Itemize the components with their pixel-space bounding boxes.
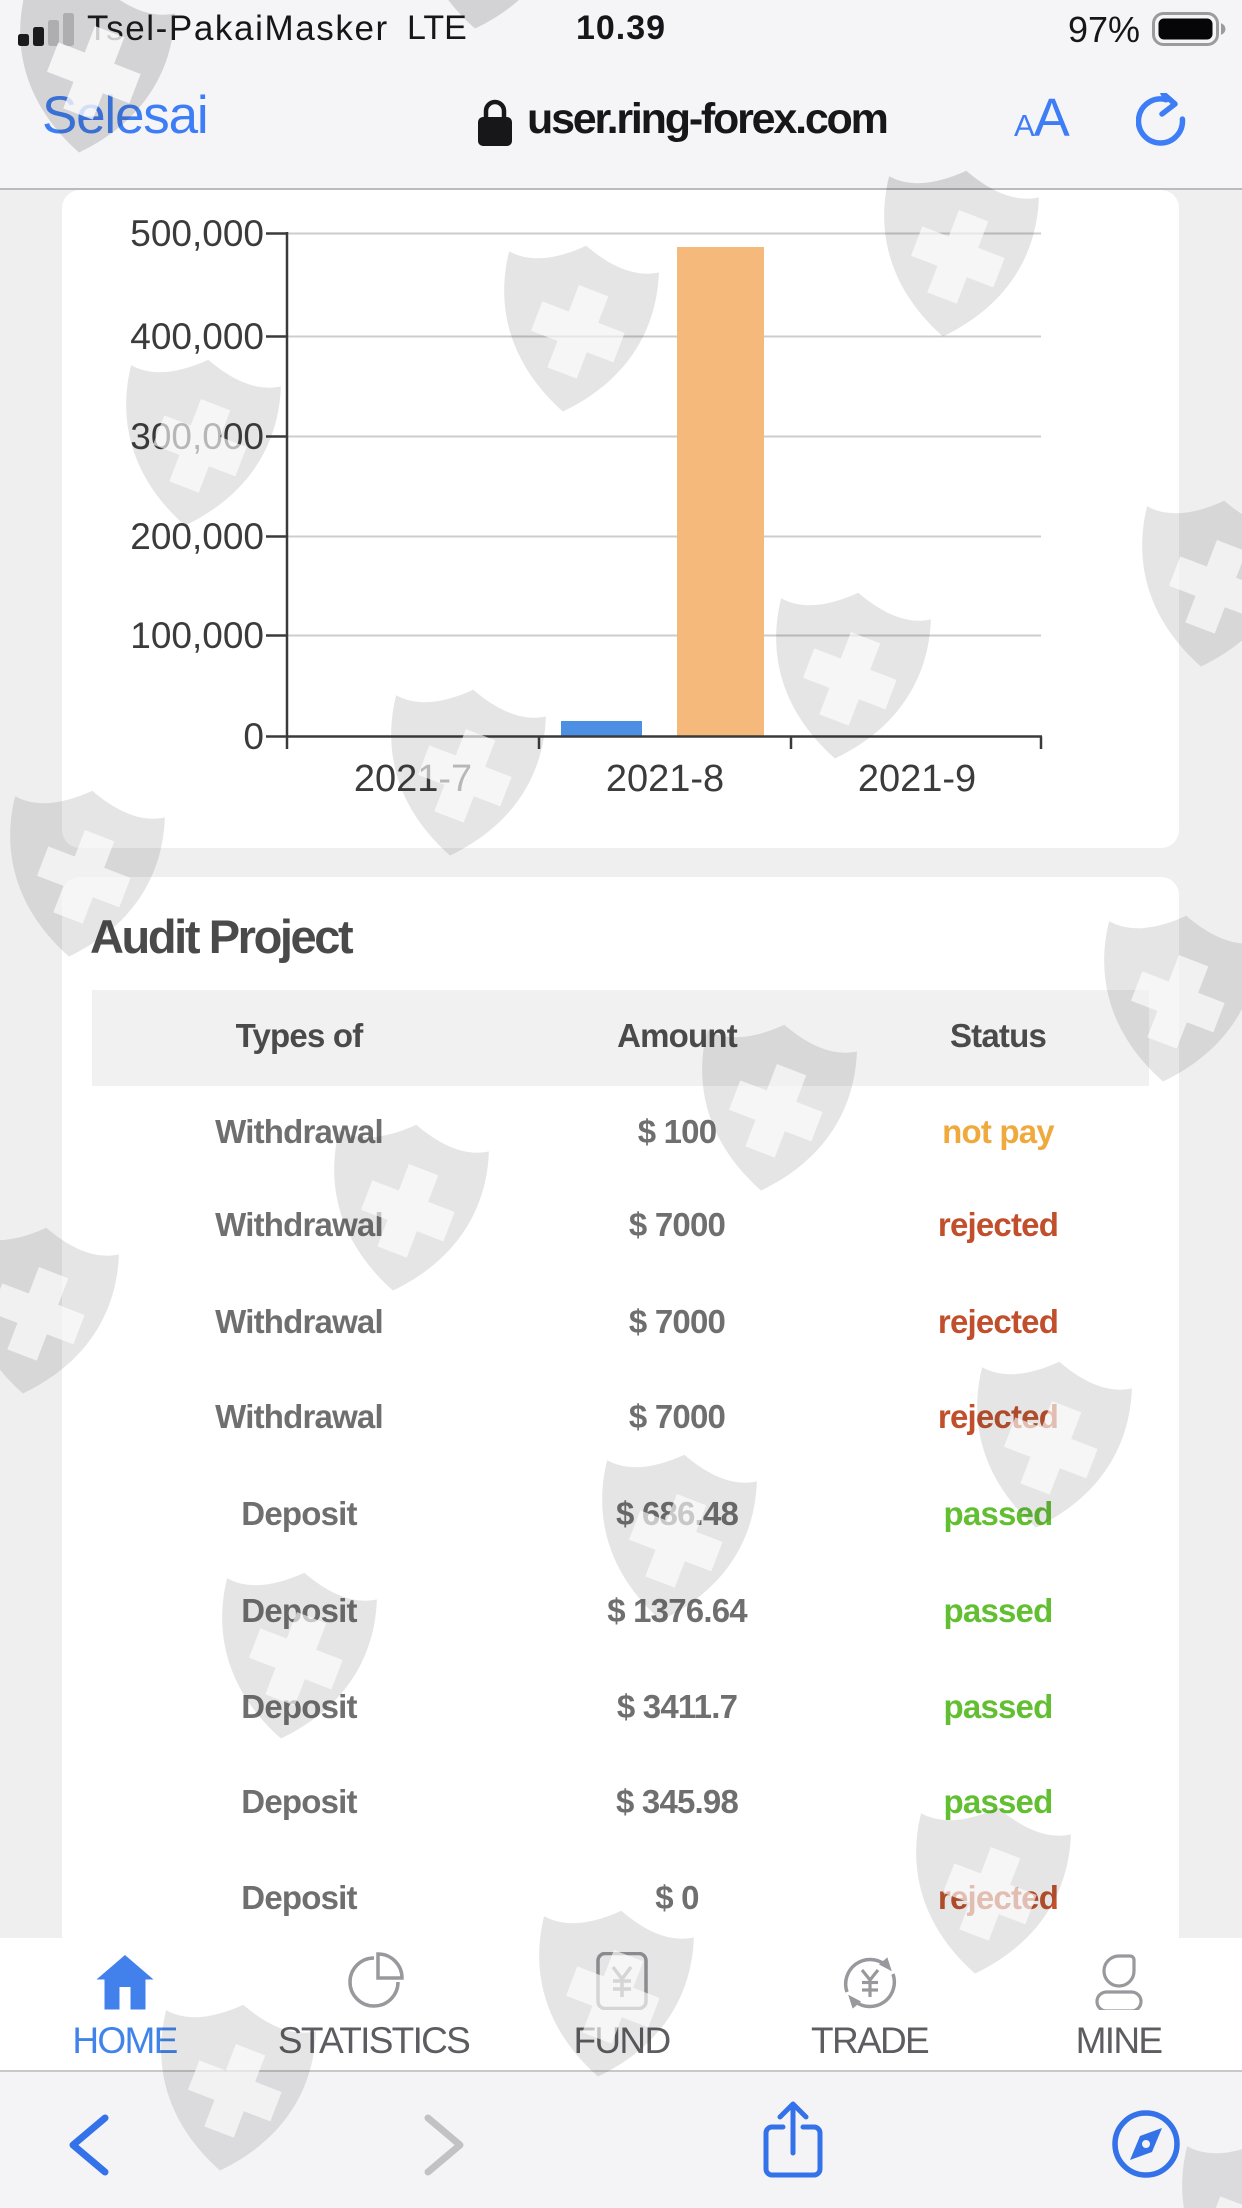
svg-text:500,000: 500,000 [130,213,264,254]
svg-text:2021-9: 2021-9 [858,758,976,800]
svg-text:2021-8: 2021-8 [606,758,724,800]
svg-text:400,000: 400,000 [130,316,264,357]
svg-text:100,000: 100,000 [130,615,264,656]
svg-text:200,000: 200,000 [130,516,264,557]
svg-text:300,000: 300,000 [130,416,264,457]
svg-text:0: 0 [243,716,264,757]
svg-text:2021-7: 2021-7 [354,758,472,800]
